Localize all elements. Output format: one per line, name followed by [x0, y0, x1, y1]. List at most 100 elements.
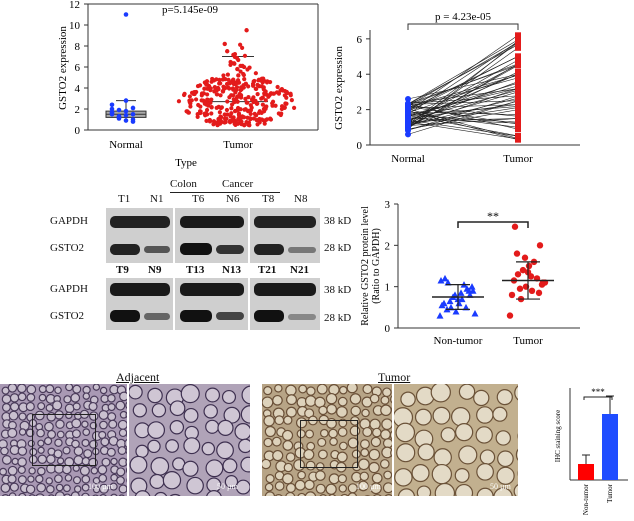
panel-a-point-tumor: [195, 112, 200, 117]
panel-a-point-tumor: [212, 85, 217, 90]
panel-b-pair-line: [407, 71, 519, 127]
panel-a-point-tumor: [235, 66, 240, 72]
panel-a-chart: 0 2 4 6 8 10 12 p=5.145e-09 GSTO2 expression N…: [57, 0, 319, 169]
panel-a-point-tumor: [252, 111, 257, 117]
panel-a-point-tumor: [214, 92, 220, 97]
blot-group-label-colon: Colon: [170, 178, 197, 190]
panel-b-pair-line: [407, 105, 519, 117]
blot-band: [110, 310, 140, 322]
panel-b-pair-line: [407, 97, 519, 126]
panel-c-western-blot: Colon Cancer T1 N1 T6 N6 T8 N8 GAPDH GST…: [40, 178, 360, 330]
panel-b-point-tumor: [515, 57, 521, 64]
panel-a-point-tumor: [245, 67, 250, 72]
panel-a-point-tumor: [208, 88, 213, 93]
panel-d-ytick: 1: [385, 282, 391, 294]
panel-a-point-tumor: [225, 49, 230, 54]
blot-band: [110, 283, 170, 296]
panel-a-point-tumor: [242, 53, 248, 58]
panel-e-xtick-nontumor: Non-tumor: [582, 483, 590, 515]
panel-a-ytick: 8: [75, 41, 81, 53]
panel-a-point-normal: [123, 108, 129, 114]
panel-b-pair-line: [407, 77, 519, 109]
panel-a-point-normal: [116, 114, 122, 119]
panel-a-point-tumor: [239, 87, 244, 92]
panel-a-point-tumor: [241, 72, 246, 78]
panel-d-point-tumor: [516, 285, 524, 292]
panel-d-point-nontumor: [457, 289, 465, 296]
blot-sample-label: T8: [262, 193, 275, 205]
panel-a-point-tumor: [196, 102, 201, 108]
blot-band: [110, 216, 170, 228]
panel-a-ytick: 12: [69, 0, 80, 11]
blot-band: [254, 216, 316, 228]
panel-a-point-tumor: [217, 77, 222, 82]
panel-b-point-tumor: [515, 119, 521, 126]
panel-d-xtick-nontumor: Non-tumor: [434, 335, 483, 347]
panel-a-point-normal: [123, 12, 129, 17]
panel-b-pair-line: [407, 47, 519, 127]
panel-a-point-normal: [123, 118, 129, 123]
panel-a-point-tumor: [278, 112, 283, 118]
panel-a-point-tumor: [264, 80, 270, 85]
blot-sample-label: T21: [258, 264, 277, 276]
panel-d-ytick: 2: [385, 240, 391, 252]
panel-a-point-tumor: [238, 42, 243, 47]
panel-b-point-tumor: [515, 74, 521, 81]
blot-sample-label: T13: [186, 264, 205, 276]
blot-sample-label: T6: [192, 193, 205, 205]
blot-sample-label: T9: [116, 264, 129, 276]
panel-a-point-tumor: [205, 92, 210, 97]
panel-a-point-tumor: [225, 99, 230, 104]
panel-a-point-tumor: [205, 97, 211, 103]
panel-a-point-tumor: [233, 90, 238, 95]
panel-a-point-tumor: [202, 86, 207, 91]
panel-a-point-tumor: [263, 106, 268, 111]
panel-b-pair-line: [407, 64, 519, 123]
panel-d-point-tumor: [519, 266, 527, 274]
panel-b-pair-line: [407, 106, 519, 116]
panel-a-point-tumor: [176, 99, 182, 104]
panel-b-point-tumor: [515, 113, 521, 120]
panel-d-point-tumor: [508, 291, 516, 299]
panel-a-point-tumor: [236, 112, 242, 117]
panel-a-point-tumor: [204, 79, 210, 84]
blot-kd-label: 38 kD: [324, 284, 352, 296]
scale-bar-label: 50 µm: [217, 482, 238, 491]
panel-b-pair-line: [407, 108, 519, 139]
panel-a-point-tumor: [268, 116, 273, 121]
panel-a-point-tumor: [197, 83, 203, 88]
blot-band: [288, 247, 316, 253]
panel-d-point-tumor: [521, 254, 529, 261]
panel-a-point-normal: [109, 102, 115, 108]
ihc-image-adjacent-low: 100 µm: [0, 384, 127, 496]
panel-b-pair-line: [407, 121, 519, 140]
panel-a-point-tumor: [231, 93, 236, 98]
blot-sample-label: T1: [118, 193, 131, 205]
panel-a-point-tumor: [246, 122, 251, 127]
panel-d-point-tumor: [506, 312, 514, 319]
panel-a-point-tumor: [230, 117, 236, 122]
panel-a-point-tumor: [248, 111, 253, 117]
panel-a-point-tumor: [248, 103, 253, 108]
panel-b-point-tumor: [515, 126, 521, 133]
blot-kd-label: 28 kD: [324, 242, 352, 254]
panel-a-point-tumor: [235, 120, 240, 126]
panel-a-ytick: 2: [75, 104, 81, 116]
panel-a-point-tumor: [209, 111, 214, 116]
panel-a-point-tumor: [221, 73, 226, 78]
panel-b-point-tumor: [515, 32, 521, 39]
panel-b-ytick: 0: [357, 140, 363, 152]
panel-a-point-tumor: [252, 78, 257, 84]
panel-a-point-tumor: [227, 95, 232, 100]
panel-d-point-nontumor: [437, 276, 445, 284]
blot-sample-label: N1: [150, 193, 164, 205]
ihc-image-adjacent-high: 50 µm: [129, 384, 250, 496]
panel-a-point-tumor: [192, 91, 197, 97]
panel-b-point-normal: [405, 122, 411, 129]
panel-b-point-tumor: [515, 44, 521, 51]
panel-a-point-normal: [123, 113, 129, 118]
panel-b-point-normal: [405, 104, 411, 111]
panel-a-point-tumor: [231, 97, 236, 102]
panel-a-point-tumor: [213, 120, 219, 125]
ihc-image-tumor-low: 100 µm: [262, 384, 392, 496]
